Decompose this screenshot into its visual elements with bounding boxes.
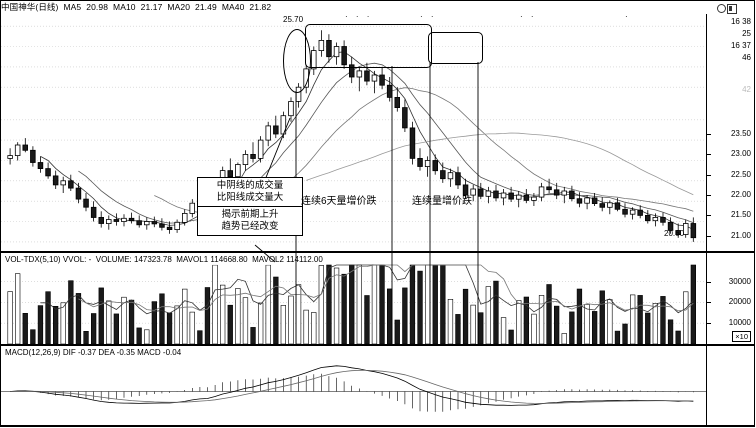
price-readout: 46: [742, 53, 751, 62]
macd-pane: MACD(12,26,9) DIF -0.37 DEA -0.35 MACD -…: [1, 345, 754, 426]
circle-icon[interactable]: [717, 4, 726, 13]
mavol1-label: MAVOL1: [176, 255, 209, 264]
ann-volume-compare-line4: 趋势已经改变: [221, 221, 279, 232]
price-tickmark: [707, 133, 711, 135]
top-marker-dots-far: ·: [625, 12, 631, 21]
volume-tickmark: [707, 302, 711, 304]
dif-value: -0.37: [77, 348, 97, 357]
price-tick: 23.50: [730, 128, 751, 138]
price-readout: 16 38: [730, 17, 751, 26]
symbol-label: 中国神华(日线): [1, 2, 59, 12]
macd-axis: [706, 346, 754, 425]
ann-volume-compare-line2: 比阳线成交量大: [216, 192, 284, 203]
volume-tickmark: [707, 281, 711, 283]
ma20-value: 21.49: [195, 2, 217, 12]
price-candles: [1, 25, 707, 243]
dea-label: DEA: [98, 348, 115, 357]
ma10-label: MA10: [113, 2, 136, 12]
ma40-value: 21.82: [249, 2, 272, 12]
vvol-label: VVOL:: [62, 255, 87, 264]
volume-axis: ×10 30000 20000 10000: [706, 253, 754, 344]
price-readout: 25: [742, 29, 751, 38]
highlight-ellipse: [283, 29, 311, 93]
highlight-rounded-box-left: [305, 24, 432, 68]
ma10-value: 21.17: [140, 2, 163, 12]
ma20-label: MA20: [167, 2, 191, 12]
highlight-rounded-box-right: [428, 32, 483, 64]
ann-volume-compare-line3: 揭示前期上升: [221, 209, 279, 220]
volume-value: 147323.78: [134, 255, 172, 264]
volume-tick: 20000: [728, 297, 751, 307]
dea-value: -0.35: [116, 348, 135, 357]
header-icon-group[interactable]: [717, 3, 751, 14]
volume-tick: 10000: [728, 318, 751, 328]
ann-volume-compare-line1: 中阴线的成交量: [216, 180, 284, 191]
ann-six-day: 连续6天量增价跌: [301, 196, 377, 207]
price-tick: 21.00: [730, 230, 751, 240]
volume-pane-label: VOL-TDX(5,10) VVOL: - VOLUME: 147323.78 …: [4, 254, 324, 265]
top-marker-dots-left: · · ·: [345, 12, 373, 21]
chart-header: 中国神华(日线) MA5 20.98 MA10 21.17 MA20 21.49 MA40 21…: [1, 1, 754, 14]
top-marker-dots-right: · ·: [520, 12, 537, 21]
volume-plot: [1, 253, 707, 344]
ma5-label: MA5: [63, 2, 82, 12]
macd-hist-value: -0.04: [162, 348, 182, 357]
macd-hist-label: MACD: [137, 348, 161, 357]
price-tickmark: [707, 235, 711, 237]
price-plot: [1, 14, 707, 251]
volume-pane: VOL-TDX(5,10) VVOL: - VOLUME: 147323.78 …: [1, 252, 754, 345]
price-tick: 22.00: [730, 189, 751, 199]
volume-tick: 30000: [728, 276, 751, 286]
macd-pane-label: MACD(12,26,9) DIF -0.37 DEA -0.35 MACD -…: [4, 347, 183, 358]
macd-histogram: [1, 365, 707, 412]
last-price-tag: 20.60: [664, 229, 685, 238]
mavol2-value: 114112.00: [286, 255, 323, 264]
volume-bars: [1, 264, 707, 344]
volume-label: VOLUME:: [95, 255, 132, 264]
ma5-value: 20.98: [86, 2, 109, 12]
price-tickmark: [707, 154, 711, 156]
mavol1-value: 114668.80: [210, 255, 248, 264]
mavol2-label: MAVOL2: [252, 255, 284, 264]
macd-plot: [1, 346, 707, 425]
high-price-tag: 25.70: [283, 15, 304, 24]
price-tick: 23.00: [730, 149, 751, 159]
price-readout: 16 37: [730, 41, 751, 50]
vvol-value: -: [88, 255, 92, 264]
price-tickmark: [707, 174, 711, 176]
dif-label: DIF: [62, 348, 76, 357]
window-icon[interactable]: [727, 4, 737, 14]
price-readout: 42: [742, 85, 751, 94]
vol-title: VOL-TDX(5,10): [5, 255, 61, 264]
ann-divider: [198, 206, 302, 207]
price-tickmark: [707, 194, 711, 196]
volume-multiplier: ×10: [732, 331, 751, 342]
price-tick: 22.50: [730, 169, 751, 179]
volume-tickmark: [707, 323, 711, 325]
ann-volume-compare: 中阴线的成交量 比阳线成交量大 揭示前期上升 趋势已经改变: [197, 177, 303, 236]
price-tick: 21.50: [730, 210, 751, 220]
ma40-label: MA40: [221, 2, 245, 12]
top-marker-dots-mid: · ·: [420, 12, 437, 21]
price-tickmark: [707, 215, 711, 217]
ann-continuous: 连续量增价跌: [412, 196, 472, 207]
macd-title: MACD(12,26,9): [5, 348, 61, 357]
